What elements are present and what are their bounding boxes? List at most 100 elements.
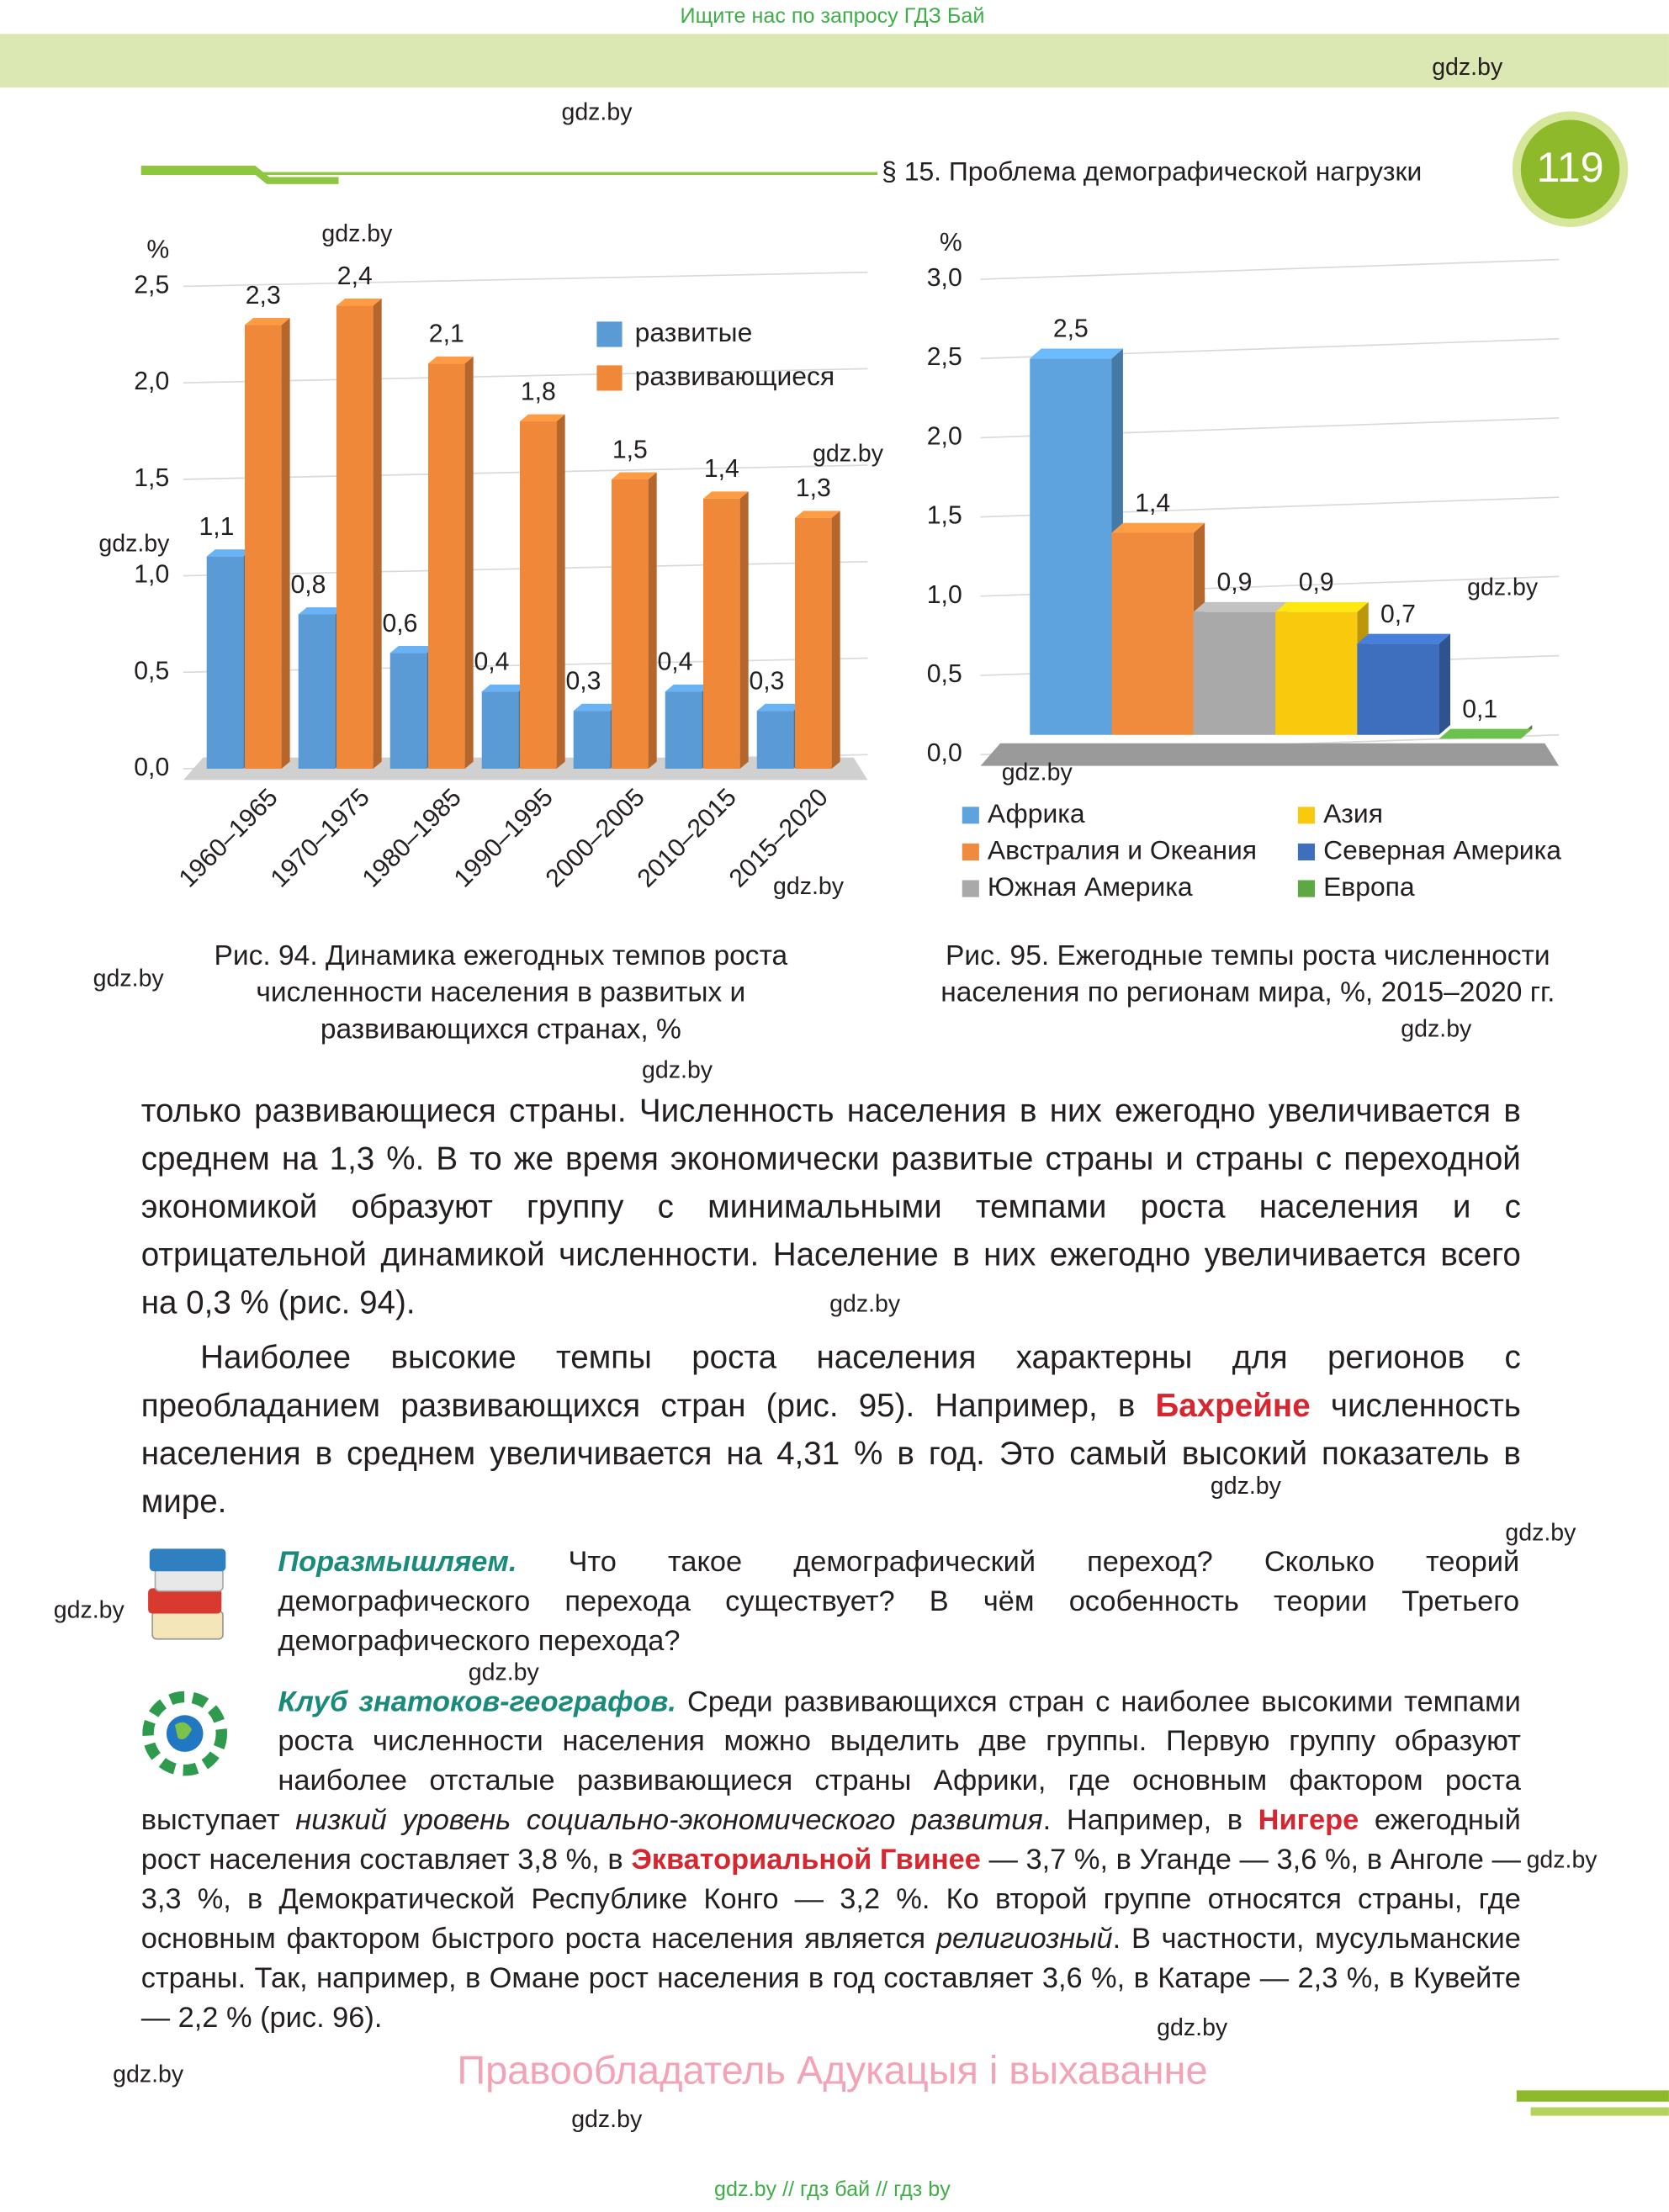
grid-line (183, 271, 868, 288)
value-label: 1,5 (612, 436, 648, 463)
legend-swatch (962, 843, 979, 861)
watermark: gdz.by (1467, 574, 1539, 601)
bar (427, 363, 465, 769)
legend-label: развивающиеся (635, 361, 835, 391)
value-label: 0,4 (474, 648, 509, 676)
value-label: 1,3 (796, 474, 831, 502)
bar-side (739, 491, 749, 769)
books-icon (148, 1548, 226, 1640)
grid-line (980, 258, 1560, 280)
value-label: 1,1 (199, 513, 234, 541)
bar-top (756, 703, 803, 712)
bar-side (281, 317, 290, 769)
corner-stripe (1516, 2090, 1669, 2102)
y-tick-label: 0,0 (927, 739, 962, 767)
watermark: gdz.by (1526, 1846, 1597, 1874)
italic-run: низкий уровень социально-экономического … (295, 1803, 1043, 1837)
think-box: Поразмышляем. Что такое демографический … (278, 1543, 1519, 1662)
club-box: Клуб знатоков-географов. Среди развивающ… (141, 1683, 1521, 2039)
bar (665, 691, 702, 769)
grid-line (183, 368, 868, 384)
bar (336, 305, 374, 769)
bar-side (464, 356, 474, 769)
bar-top (795, 511, 840, 518)
bar-top (612, 472, 657, 479)
page-number: 119 (1536, 143, 1603, 191)
value-label: 0,1 (1462, 696, 1497, 723)
y-tick-label: 2,5 (927, 343, 962, 371)
bar-top (298, 607, 344, 615)
legend-label: Австралия и Океания (988, 834, 1257, 865)
legend-swatch (1297, 843, 1316, 861)
x-tick-label: 2000–2005 (541, 783, 650, 892)
value-label: 1,4 (1135, 489, 1170, 517)
bar (1030, 358, 1112, 735)
bar-top (427, 356, 474, 364)
value-label: 0,9 (1216, 569, 1252, 596)
legend-swatch (596, 365, 623, 391)
bar-top (1439, 728, 1533, 739)
y-tick-label: 3,0 (927, 264, 962, 292)
legend-swatch (962, 880, 979, 897)
bar (519, 421, 557, 769)
bar-top (336, 298, 382, 306)
bar-top (703, 491, 749, 499)
y-tick-label: 2,0 (927, 422, 962, 450)
legend-label: Азия (1323, 798, 1383, 828)
watermark: gdz.by (1157, 2014, 1228, 2041)
legend-swatch (596, 321, 623, 347)
watermark: gdz.by (571, 2105, 643, 2133)
bar (481, 691, 519, 769)
legend-label: Южная Америка (988, 871, 1193, 902)
text-run: ежегодный рост населения составляет 3,8 … (140, 1803, 1521, 1876)
value-label: 0,6 (382, 610, 417, 638)
bar-side (556, 414, 565, 769)
bar (1357, 643, 1439, 735)
legend-swatch (962, 807, 979, 824)
bar (298, 614, 336, 769)
watermark: gdz.by (53, 1596, 125, 1624)
watermark: gdz.by (98, 530, 170, 558)
chart-floor (980, 743, 1560, 766)
banner: Ищите нас по запросу ГДЗ Бай (681, 4, 985, 28)
figure-caption: Рис. 94. Динамика ежегодных темпов роста… (214, 940, 788, 1045)
bar (795, 517, 832, 769)
y-tick-label: 1,0 (927, 581, 962, 609)
bar (1193, 611, 1276, 735)
watermark: gdz.by (1505, 1519, 1576, 1547)
bar-top (206, 549, 252, 557)
watermark: gdz.by (1210, 1472, 1281, 1500)
highlight: Бахрейне (1155, 1386, 1311, 1424)
value-label: 0,4 (657, 648, 692, 676)
legend-label: Северная Америка (1323, 834, 1561, 865)
x-tick-label: 1990–1995 (449, 783, 559, 892)
value-label: 2,5 (1053, 315, 1089, 343)
y-tick-label: 0,5 (134, 657, 169, 685)
text-run: Что такое демографический переход? Сколь… (278, 1546, 1520, 1658)
y-tick-label: 1,5 (927, 502, 962, 530)
bar-side (831, 511, 840, 769)
bar (612, 479, 649, 769)
y-axis-label: % (146, 235, 169, 263)
watermark: gdz.by (321, 220, 393, 247)
italic-run: религиозный (935, 1922, 1113, 1955)
text-run: Наиболее высокие темпы роста населения х… (140, 1338, 1521, 1424)
text-run: Среди развивающихся стран с наиболее выс… (140, 1685, 1521, 1837)
legend-label: Африка (988, 798, 1085, 828)
bar-top (1030, 348, 1123, 359)
bar (244, 325, 282, 769)
value-label: 2,3 (246, 282, 281, 310)
value-label: 0,3 (750, 668, 785, 696)
bar (1111, 532, 1194, 735)
bar (389, 653, 427, 769)
corner-stripe (1530, 2107, 1669, 2116)
highlight: Нигере (1258, 1803, 1359, 1837)
bar (756, 711, 794, 769)
x-tick-label: 1970–1975 (266, 783, 375, 892)
figure-caption: Рис. 95. Ежегодные темпы роста численнос… (940, 940, 1555, 1009)
legend-label: развитые (635, 317, 753, 347)
value-label: 0,9 (1299, 569, 1334, 596)
